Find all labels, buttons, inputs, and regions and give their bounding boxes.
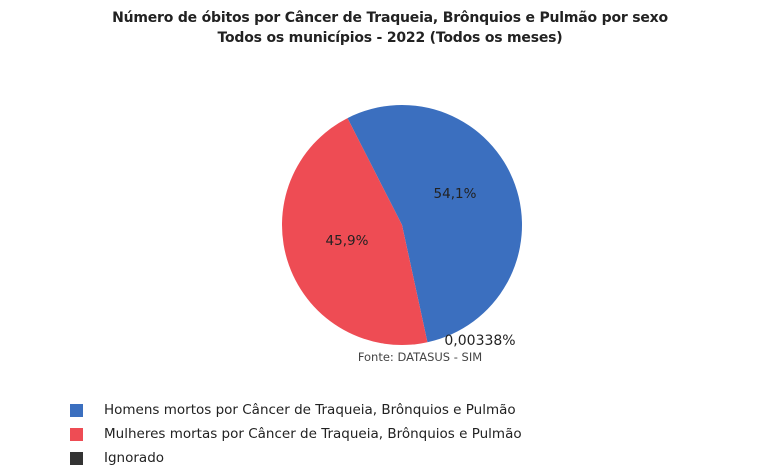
legend-label: Mulheres mortas por Câncer de Traqueia, …	[104, 426, 522, 442]
legend-item-mulheres[interactable]: Mulheres mortas por Câncer de Traqueia, …	[70, 422, 522, 446]
pie-slice[interactable]	[282, 118, 428, 345]
chart-title-main: Número de óbitos por Câncer de Traqueia,…	[112, 10, 668, 26]
legend-swatch	[70, 451, 83, 465]
pie-slice[interactable]	[347, 105, 522, 343]
data-label: 54,1%	[434, 186, 477, 202]
legend-swatch	[70, 403, 83, 417]
data-label: 45,9%	[326, 233, 369, 249]
legend-swatch	[70, 427, 83, 441]
legend-label: Homens mortos por Câncer de Traqueia, Br…	[104, 402, 516, 418]
legend-item-ignorado[interactable]: Ignorado	[70, 446, 522, 470]
source-note: Fonte: DATASUS - SIM	[358, 350, 482, 364]
legend-label: Ignorado	[104, 450, 165, 466]
chart-title: Número de óbitos por Câncer de Traqueia,…	[0, 8, 780, 48]
data-label: 0,00338%	[444, 333, 515, 349]
pie-slice[interactable]	[347, 118, 402, 225]
chart-subtitle: Todos os municípios - 2022 (Todos os mes…	[217, 30, 563, 46]
legend: Homens mortos por Câncer de Traqueia, Br…	[70, 398, 522, 470]
legend-item-homens[interactable]: Homens mortos por Câncer de Traqueia, Br…	[70, 398, 522, 422]
